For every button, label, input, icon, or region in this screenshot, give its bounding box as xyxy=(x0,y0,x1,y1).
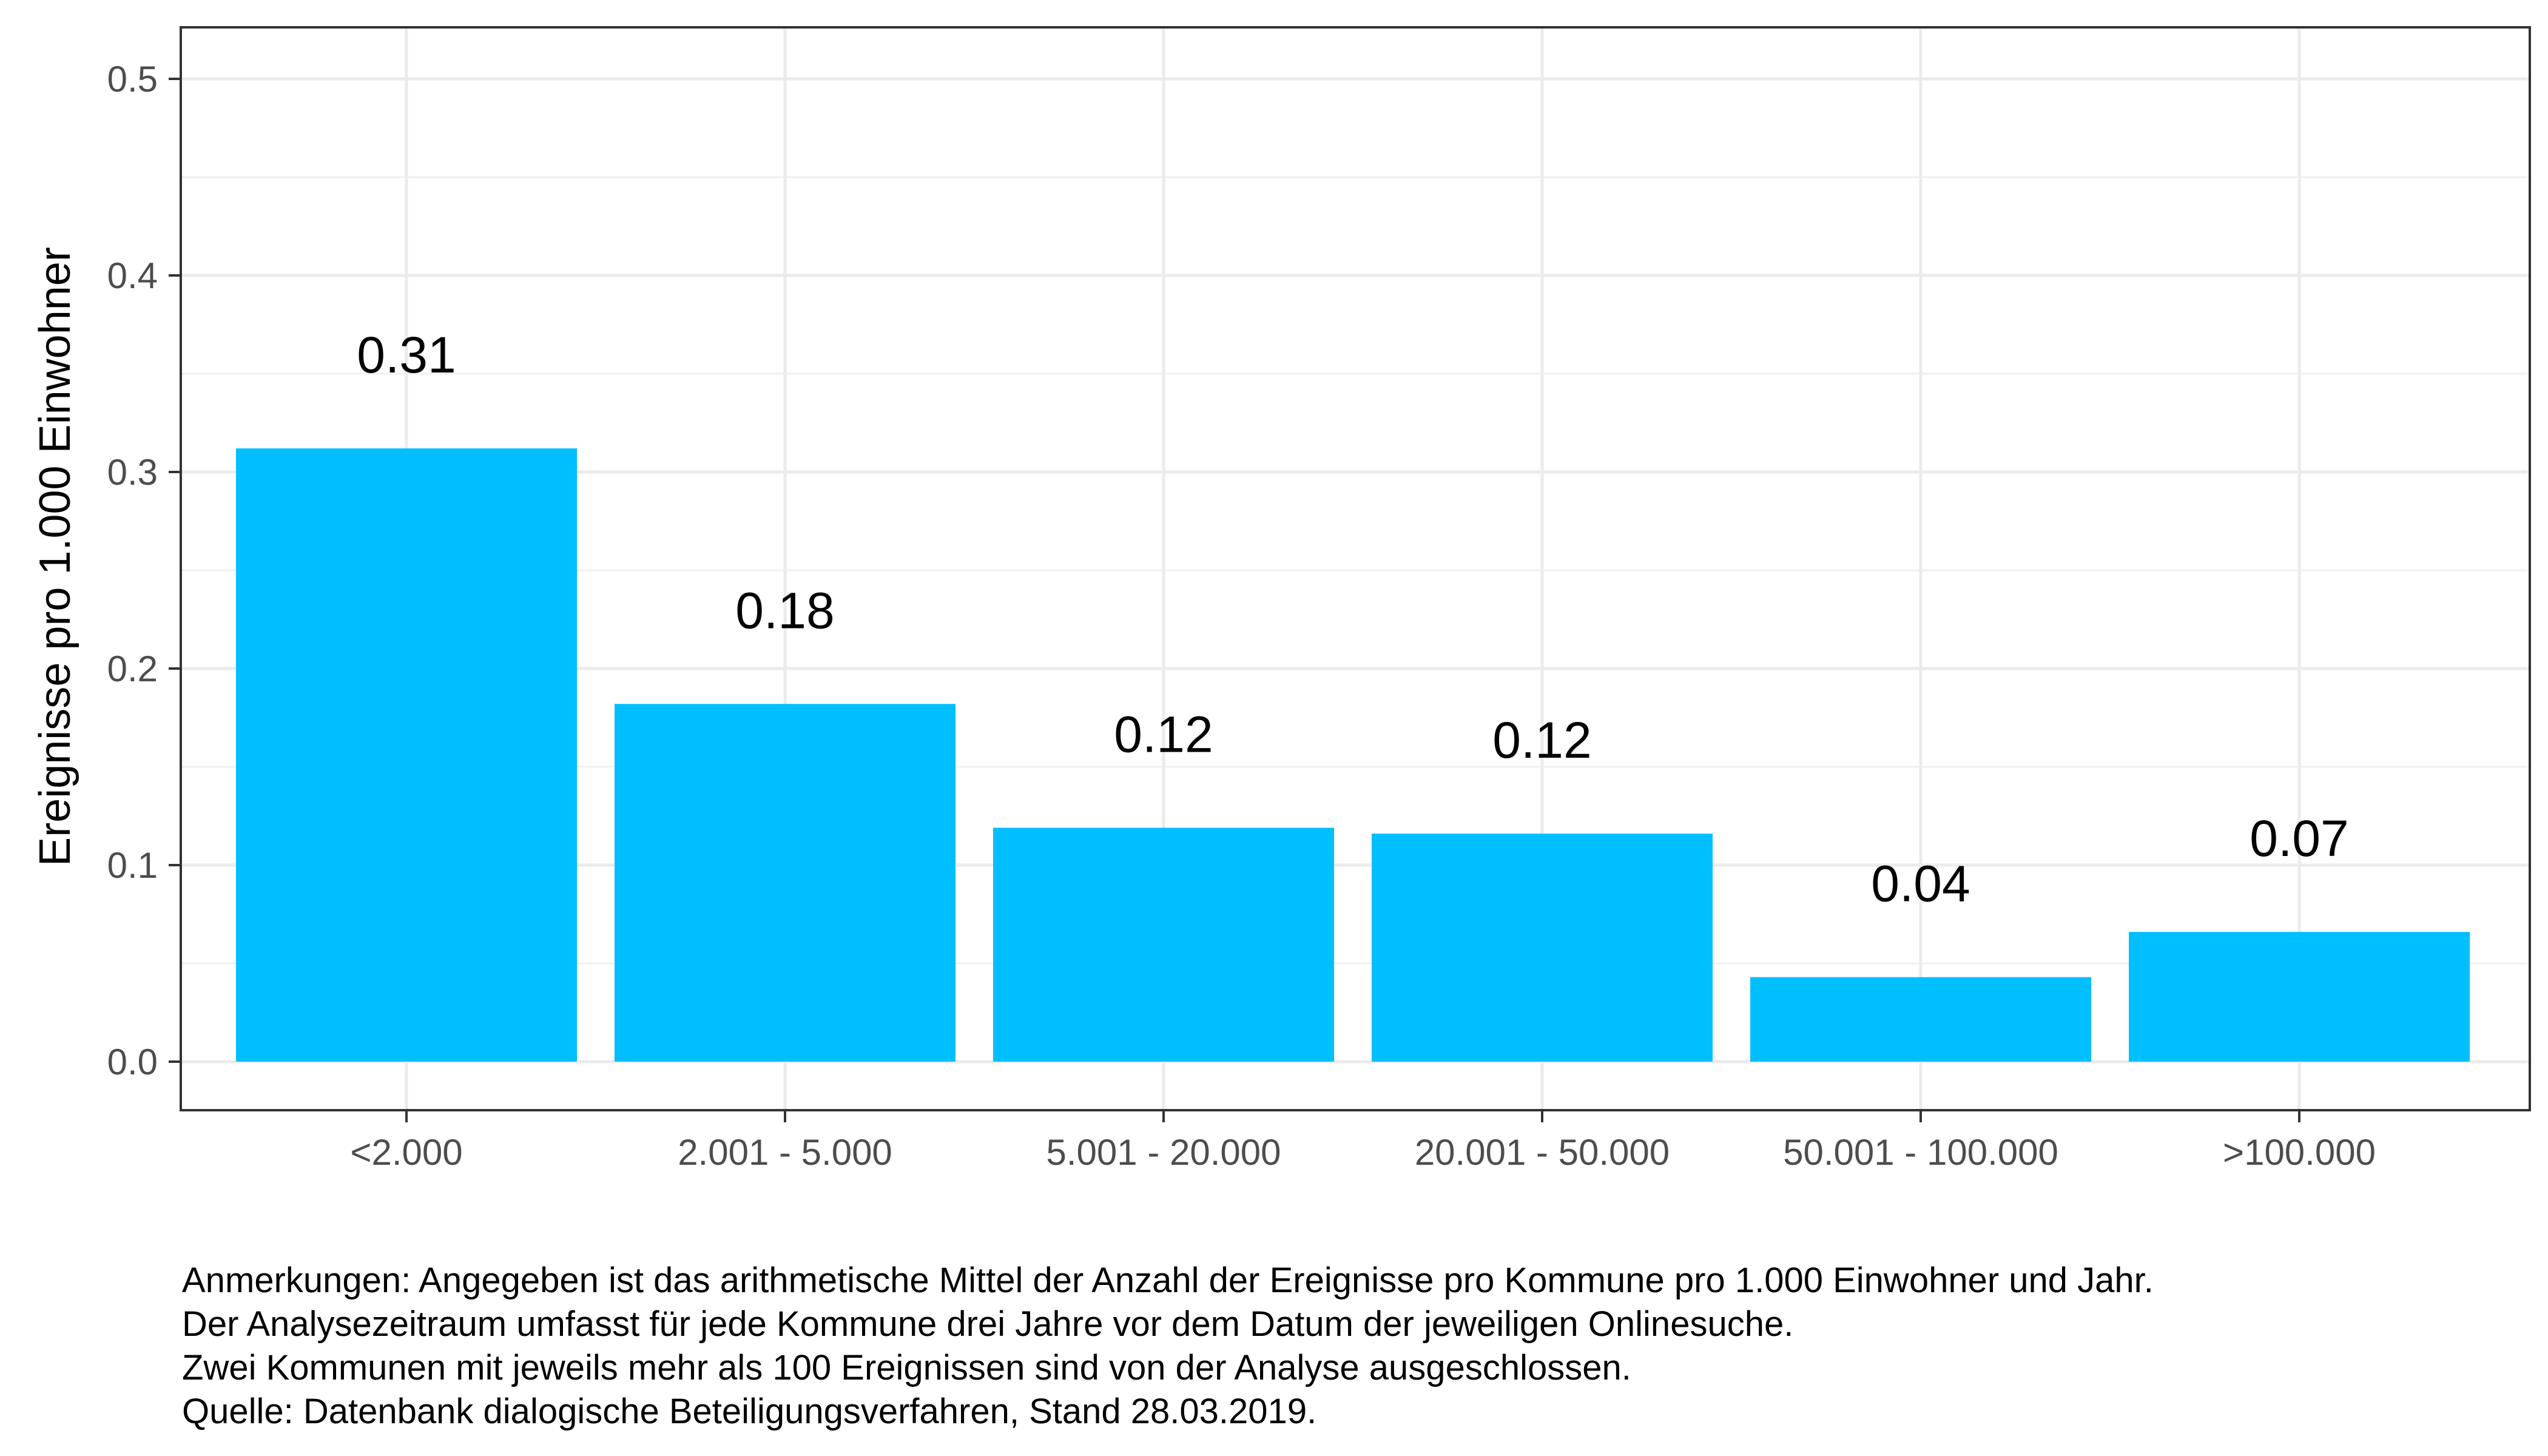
y-tick-label: 0.2 xyxy=(107,649,158,689)
bar-data-label: 0.12 xyxy=(1492,712,1592,769)
bar xyxy=(615,704,956,1062)
data-labels: 0.31 0.18 0.12 0.12 0.04 0.07 xyxy=(357,326,2349,912)
y-tick-label: 0.0 xyxy=(107,1042,158,1082)
bar xyxy=(993,827,1334,1062)
y-tick-label: 0.4 xyxy=(107,255,158,296)
x-tick-label: 20.001 - 50.000 xyxy=(1415,1132,1670,1173)
bar xyxy=(236,448,577,1062)
y-tick-label: 0.1 xyxy=(107,845,158,886)
chart-notes: Anmerkungen: Angegeben ist das arithmeti… xyxy=(182,1259,2518,1434)
bar xyxy=(1372,834,1713,1062)
bar-data-label: 0.12 xyxy=(1114,706,1213,763)
plot-panel-border xyxy=(180,26,2531,1111)
note-source: Quelle: Datenbank dialogische Beteiligun… xyxy=(182,1392,1317,1431)
note-period: Der Analysezeitraum umfasst für jede Kom… xyxy=(182,1304,1794,1344)
bar xyxy=(2129,932,2470,1062)
bar-data-label: 0.31 xyxy=(357,326,456,383)
x-tick-label: 50.001 - 100.000 xyxy=(1783,1132,2058,1173)
x-tick-label: >100.000 xyxy=(2223,1132,2376,1173)
y-axis: 0.0 0.1 0.2 0.3 0.4 0.5 xyxy=(107,59,181,1082)
note-exclusion: Zwei Kommunen mit jeweils mehr als 100 E… xyxy=(182,1348,1631,1387)
y-tick-label: 0.5 xyxy=(107,59,158,99)
x-axis: <2.000 2.001 - 5.000 5.001 - 20.000 20.001 … xyxy=(350,1110,2376,1173)
x-tick-label: 5.001 - 20.000 xyxy=(1046,1132,1281,1173)
note-annotations: Anmerkungen: Angegeben ist das arithmeti… xyxy=(182,1261,2154,1300)
bar-data-label: 0.18 xyxy=(735,582,835,639)
bar-data-label: 0.07 xyxy=(2250,810,2349,867)
x-tick-label: 2.001 - 5.000 xyxy=(678,1132,892,1173)
bars xyxy=(236,448,2470,1062)
x-tick-label: <2.000 xyxy=(350,1132,462,1173)
y-tick-label: 0.3 xyxy=(107,452,158,493)
y-axis-title: Ereignisse pro 1.000 Einwohner xyxy=(31,247,79,866)
bar xyxy=(1750,977,2091,1062)
bar-data-label: 0.04 xyxy=(1871,855,1970,912)
